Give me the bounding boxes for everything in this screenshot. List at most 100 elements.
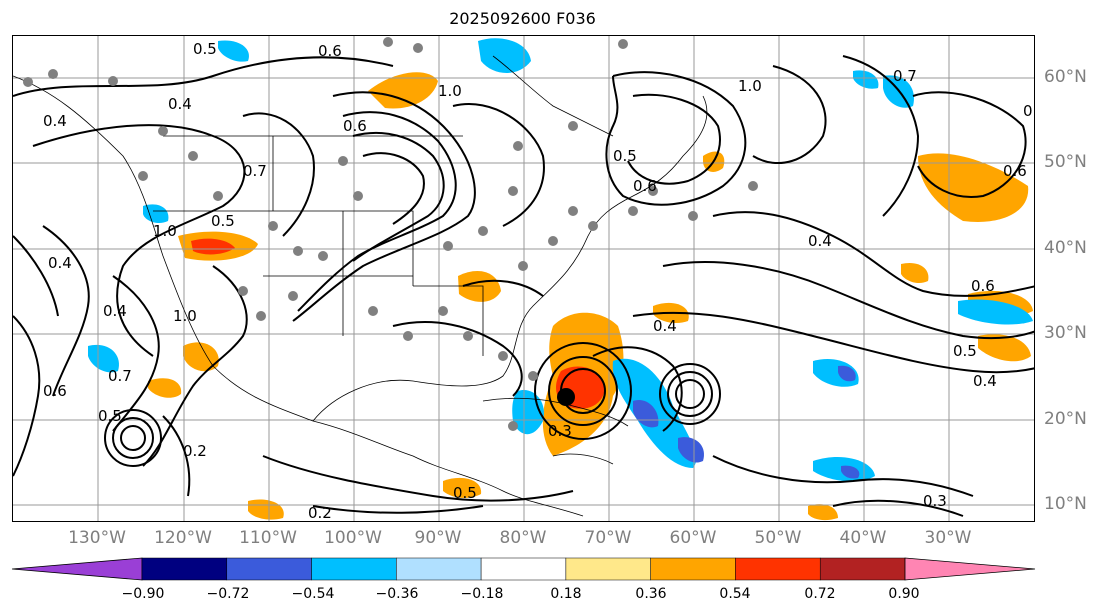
lat-label: 20°N — [1044, 409, 1087, 429]
shading-patch — [841, 465, 860, 479]
lat-label: 30°N — [1044, 323, 1087, 343]
shading-patch — [633, 400, 659, 428]
station-dot — [443, 241, 453, 251]
contour-label: 0.5 — [953, 342, 977, 360]
shading-patch — [808, 504, 838, 521]
contour-label-group: 0.5 0.6 0.7 0.4 1.0 0.5 0.6 0.5 1.0 0.4 … — [43, 40, 1035, 522]
map-canvas: 0.5 0.6 0.7 0.4 1.0 0.5 0.6 0.5 1.0 0.4 … — [13, 36, 1035, 522]
colorbar-segment — [311, 557, 397, 581]
shading-patch — [88, 344, 119, 373]
positive-shading — [148, 72, 1033, 521]
coastlines — [13, 55, 708, 517]
station-dot — [628, 206, 638, 216]
station-dot — [618, 39, 628, 49]
station-dot — [498, 351, 508, 361]
graticule — [13, 36, 1034, 521]
lon-label: 110°W — [239, 528, 297, 548]
colorbar — [11, 557, 1036, 581]
lon-label: 80°W — [499, 528, 547, 548]
contour-label: 0.5 — [1023, 102, 1035, 120]
contour-label: 0.5 — [453, 484, 477, 502]
station-dot — [293, 246, 303, 256]
shading-patch — [838, 365, 856, 382]
contour-label: 0.6 — [1003, 162, 1027, 180]
colorbar-segment — [226, 557, 312, 581]
colorbar-tick: 0.36 — [635, 586, 667, 602]
station-dot — [318, 251, 328, 261]
lat-label: 10°N — [1044, 494, 1087, 514]
contour-label: 0.4 — [808, 232, 832, 250]
station-dot — [138, 171, 148, 181]
contour-label: 0.3 — [923, 492, 947, 510]
contour-label: 0.2 — [308, 504, 332, 522]
contour-label: 0.7 — [108, 367, 132, 385]
lon-label: 90°W — [414, 528, 462, 548]
storm-center-marker[interactable] — [557, 388, 575, 406]
contour-label: 0.4 — [43, 112, 67, 130]
contour-label: 0.5 — [98, 407, 122, 425]
colorbar-tick: 0.90 — [888, 586, 920, 602]
station-dot — [338, 156, 348, 166]
station-dot — [353, 191, 363, 201]
shading-patch — [853, 70, 879, 89]
colorbar-segment — [141, 557, 228, 581]
station-dot — [188, 151, 198, 161]
contour-label: 0.5 — [193, 40, 217, 58]
station-dot — [23, 77, 33, 87]
contour-label: 1.0 — [173, 307, 197, 325]
colorbar-segment — [650, 557, 736, 581]
shading-patch — [148, 378, 182, 398]
contour-label: 0.5 — [211, 212, 235, 230]
station-dot — [548, 236, 558, 246]
colorbar-segment — [565, 557, 651, 581]
lat-label: 40°N — [1044, 238, 1087, 258]
station-dot — [108, 76, 118, 86]
lon-label: 50°W — [754, 528, 802, 548]
station-dot — [528, 371, 538, 381]
contour-label: 0.4 — [653, 317, 677, 335]
contour-label: 0.4 — [48, 254, 72, 272]
lon-label: 40°W — [839, 528, 887, 548]
station-dot — [288, 291, 298, 301]
contour-label: 0.7 — [893, 67, 917, 85]
contour-label: 0.4 — [168, 95, 192, 113]
station-dot — [518, 261, 528, 271]
station-dot — [48, 69, 58, 79]
shading-patch — [978, 334, 1031, 362]
shading-patch — [678, 437, 704, 463]
shading-patch — [443, 477, 482, 498]
lon-label: 100°W — [324, 528, 382, 548]
colorbar-segment — [396, 557, 482, 581]
colorbar-tick: −0.72 — [206, 586, 250, 602]
station-dot — [463, 331, 473, 341]
colorbar-tick: −0.54 — [291, 586, 335, 602]
contour-label: 1.0 — [153, 222, 177, 240]
station-dot — [508, 421, 518, 431]
shading-patch — [191, 238, 235, 255]
contour-label: 1.0 — [738, 77, 762, 95]
colorbar-tick: −0.36 — [375, 586, 419, 602]
shading-patch — [143, 204, 169, 224]
shading-patch — [458, 271, 501, 302]
contour-label: 0.3 — [548, 422, 572, 440]
station-dot — [648, 186, 658, 196]
shading-patch — [958, 299, 1033, 325]
lat-label: 60°N — [1044, 67, 1087, 87]
contour-label: 0.7 — [243, 162, 267, 180]
shading-patch — [901, 262, 929, 284]
colorbar-tick: −0.18 — [460, 586, 504, 602]
shading-patch — [218, 40, 249, 62]
station-dot — [688, 211, 698, 221]
map-panel[interactable]: 0.5 0.6 0.7 0.4 1.0 0.5 0.6 0.5 1.0 0.4 … — [12, 35, 1035, 522]
station-dot — [383, 37, 393, 47]
station-dot — [438, 306, 448, 316]
colorbar-segment — [11, 557, 143, 581]
contour-label: 0.6 — [343, 117, 367, 135]
contour-label: 0.6 — [318, 42, 342, 60]
shading-patch — [183, 342, 219, 372]
colorbar-tick: −0.90 — [121, 586, 165, 602]
colorbar-segment — [480, 557, 567, 581]
station-dot — [568, 121, 578, 131]
station-dot — [748, 181, 758, 191]
station-dot — [403, 331, 413, 341]
